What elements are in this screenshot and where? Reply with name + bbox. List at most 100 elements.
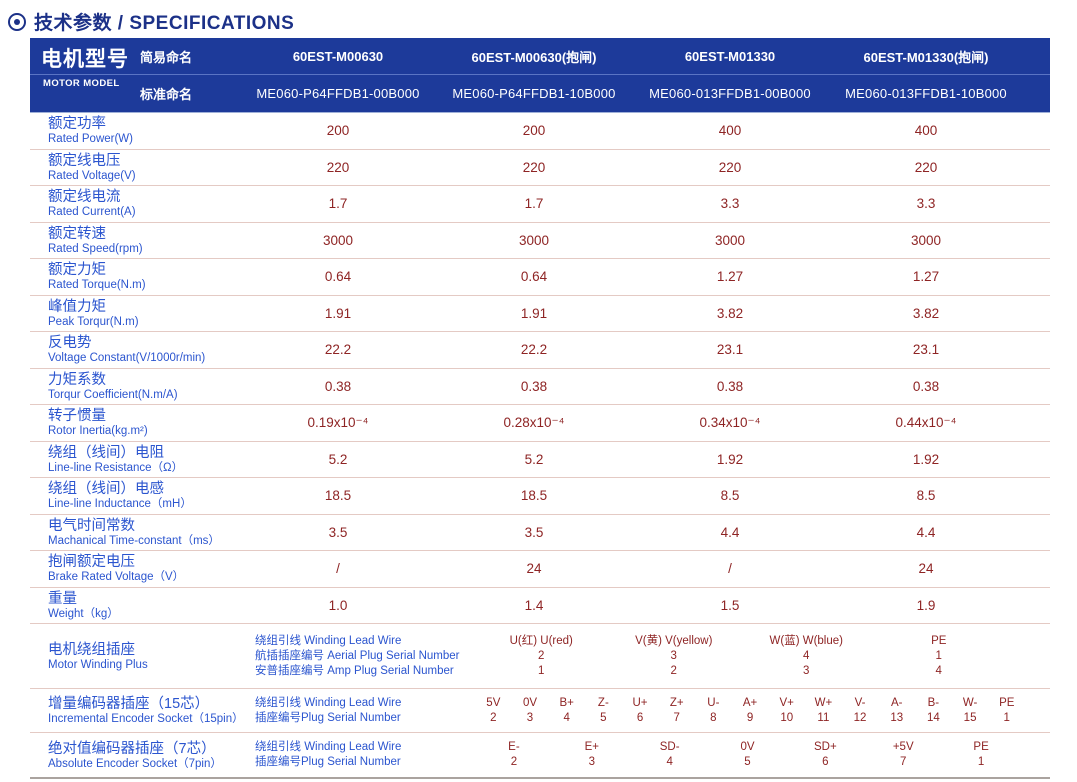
incremental-pin-name: B- (927, 696, 940, 709)
page-title-text: 技术参数 / SPECIFICATIONS (34, 13, 295, 34)
incremental-encoder-sub-labels: 绕组引线 Winding Lead Wire 插座编号Plug Serial N… (240, 696, 475, 726)
winding-pin-amp-number: 1 (538, 664, 545, 677)
simple-name-col2: 60EST-M00630(抱闸) (436, 38, 632, 75)
spec-value-col4: 1.27 (912, 269, 940, 285)
standard-name-col1: ME060-P64FFDB1-00B000 (256, 86, 420, 101)
incremental-encoder-pin: W- 15 (952, 696, 989, 726)
spec-row-label-cn: 电气时间常数 (48, 517, 135, 534)
incremental-encoder-pin: Z+ 7 (658, 696, 695, 726)
circle-dot-icon-center (14, 18, 20, 25)
winding-pin-aerial-number: 3 (670, 649, 677, 662)
spec-row-label-en: Weight（kg） (48, 607, 119, 620)
spec-table-row: 额定线电压 Rated Voltage(V) 220 220 220 220 (30, 150, 1050, 186)
header-spacer (1024, 75, 1050, 112)
incremental-sub-label-lead-wire: 绕组引线 Winding Lead Wire (255, 696, 402, 709)
spec-table-row: 转子惯量 Rotor Inertia(kg.m²) 0.19x10⁻⁴ 0.28… (30, 405, 1050, 442)
spec-row-label-cn: 额定功率 (48, 116, 106, 133)
winding-pin-name: V(黄) V(yellow) (635, 634, 713, 647)
spec-value-col3: 3.82 (716, 305, 744, 321)
incremental-pin-number: 10 (780, 711, 794, 724)
incremental-pin-name: V- (854, 696, 866, 709)
incremental-pin-number: 2 (490, 711, 497, 724)
incremental-pin-number: 1 (1003, 711, 1010, 724)
spec-row-label-en: Line-line Inductance（mH） (48, 498, 192, 511)
absolute-pin-name: E- (508, 741, 520, 753)
incremental-encoder-pin: V+ 10 (768, 696, 805, 726)
spec-rows: 额定功率 Rated Power(W) 200 200 400 400 额定线电… (30, 113, 1050, 624)
spec-value-col1: 200 (326, 123, 350, 139)
spec-value-col2: 220 (522, 159, 546, 175)
incremental-pin-name: W- (962, 696, 978, 709)
spec-value-col3: / (728, 561, 732, 577)
spec-value-col3: 400 (718, 123, 742, 139)
simple-name-label: 简易命名 (140, 38, 240, 75)
incremental-pin-number: 11 (817, 711, 830, 724)
spec-value-col2: 200 (522, 123, 546, 139)
incremental-pin-number: 7 (673, 711, 680, 724)
spec-row-label-en: Incremental Encoder Socket（15pin） (48, 713, 244, 725)
spec-row-label-en: Rated Power(W) (48, 133, 133, 146)
spec-value-col2: 5.2 (524, 451, 544, 467)
incremental-encoder-pin: V- 12 (842, 696, 879, 726)
incremental-encoder-pin: A+ 9 (732, 696, 769, 726)
spec-row-label-cn: 增量编码器插座（15芯） (48, 696, 210, 712)
spec-table-row: 绕组（线间）电感 Line-line Inductance（mH） 18.5 1… (30, 478, 1050, 515)
incremental-encoder-pin: B- 14 (915, 696, 952, 726)
incremental-pin-number: 4 (563, 711, 570, 724)
page-title: 技术参数 / SPECIFICATIONS (0, 0, 1077, 36)
row-spacer (1024, 478, 1050, 514)
spec-row-label-cn: 转子惯量 (48, 408, 106, 425)
incremental-encoder-row: 增量编码器插座（15芯） Incremental Encoder Socket（… (30, 689, 1050, 733)
row-spacer (1024, 332, 1050, 368)
incremental-encoder-pin: Z- 5 (585, 696, 622, 726)
spec-value-col3: 220 (718, 159, 742, 175)
absolute-pin-name: 0V (740, 741, 755, 753)
simple-name-col4: 60EST-M01330(抱闸) (828, 38, 1024, 75)
incremental-encoder-pin: U+ 6 (622, 696, 659, 726)
incremental-pin-name: B+ (559, 696, 574, 709)
spec-value-col1: 1.7 (328, 196, 348, 212)
incremental-pin-number: 6 (636, 711, 644, 724)
spec-row-label-en: Brake Rated Voltage（V） (48, 571, 185, 584)
incremental-pin-name: V+ (779, 696, 794, 709)
incremental-pin-number: 9 (746, 711, 754, 724)
incremental-encoder-pin: U- 8 (695, 696, 732, 726)
spec-row-label-cn: 额定力矩 (48, 262, 106, 279)
winding-pin: U(红) U(red) 2 1 (475, 634, 608, 679)
absolute-encoder-pin: 0V 5 (709, 740, 787, 770)
spec-value-col4: 4.4 (916, 524, 936, 540)
absolute-sub-label-plug-number: 插座编号Plug Serial Number (255, 756, 401, 768)
spec-row-label: 额定力矩 Rated Torque(N.m) (30, 259, 240, 295)
spec-row-label-en: Absolute Encoder Socket（7pin） (48, 757, 222, 770)
spec-value-col4: 23.1 (912, 342, 940, 358)
spec-value-col2: 24 (526, 561, 542, 577)
spec-value-col1: 0.38 (324, 378, 352, 394)
spec-value-col1: 1.0 (328, 597, 348, 613)
specifications-table: 电机型号 简易命名 60EST-M00630 60EST-M00630(抱闸) … (30, 38, 1050, 779)
row-spacer (1024, 186, 1050, 222)
spec-value-col4: 24 (918, 561, 934, 577)
spec-table-row: 重量 Weight（kg） 1.0 1.4 1.5 1.9 (30, 588, 1050, 624)
spec-row-label-cn: 反电势 (48, 335, 92, 352)
header-spacer (1024, 38, 1050, 75)
spec-row-label-cn: 绝对值编码器插座（7芯） (48, 740, 216, 757)
absolute-encoder-pin: SD- 4 (631, 740, 709, 770)
spec-value-col1: 18.5 (324, 488, 352, 504)
spec-row-label: 额定功率 Rated Power(W) (30, 113, 240, 149)
spec-table-row: 抱闸额定电压 Brake Rated Voltage（V） / 24 / 24 (30, 551, 1050, 588)
spec-table-row: 额定力矩 Rated Torque(N.m) 0.64 0.64 1.27 1.… (30, 259, 1050, 296)
winding-pin: V(黄) V(yellow) 3 2 (608, 634, 741, 679)
simple-name-col3: 60EST-M01330 (632, 38, 828, 75)
absolute-pin-number: 7 (900, 756, 907, 768)
incremental-pin-name: A+ (742, 696, 758, 709)
spec-row-label-en: Rated Voltage(V) (48, 169, 136, 182)
winding-pin: PE 1 4 (873, 634, 1006, 679)
incremental-pin-number: 5 (600, 711, 607, 724)
winding-sub-labels: 绕组引线 Winding Lead Wire 航插插座编号 Aerial Plu… (240, 634, 475, 679)
incremental-pin-name: PE (999, 696, 1015, 709)
incremental-pin-name: U- (707, 696, 720, 709)
absolute-pin-name: SD- (659, 741, 680, 753)
spec-table-row: 额定线电流 Rated Current(A) 1.7 1.7 3.3 3.3 (30, 186, 1050, 223)
spec-row-label: 额定线电压 Rated Voltage(V) (30, 150, 240, 186)
